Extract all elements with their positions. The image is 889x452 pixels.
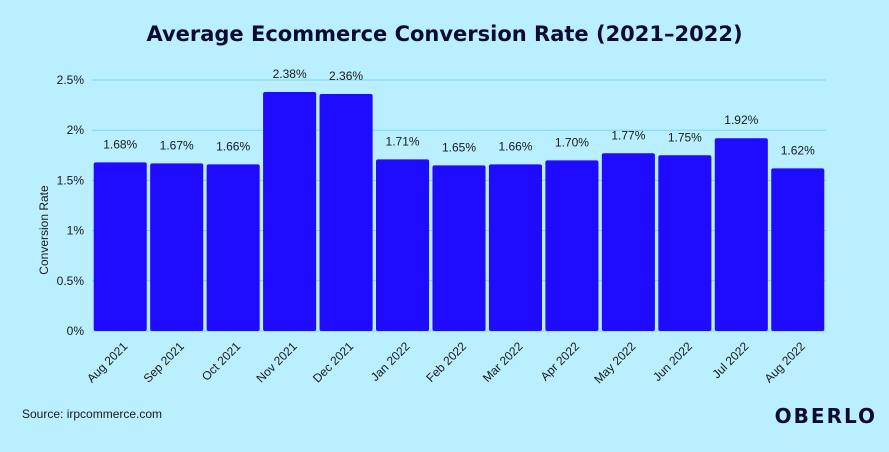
y-tick-label: 1.5% xyxy=(57,173,85,187)
data-label: 1.62% xyxy=(781,143,815,157)
data-label: 1.67% xyxy=(160,138,194,152)
bar xyxy=(376,159,430,331)
oberlo-logo: OBERLO xyxy=(774,404,877,428)
x-tick-label: Jul 2022 xyxy=(709,339,751,381)
x-tick-label: Aug 2021 xyxy=(84,339,130,385)
y-axis-ticks: 0% 0.5% 1% 1.5% 2% 2.5% xyxy=(57,73,85,338)
x-tick-label: Mar 2022 xyxy=(480,339,526,385)
bar xyxy=(93,162,147,331)
x-tick-label: Jan 2022 xyxy=(368,339,413,384)
bar xyxy=(658,155,712,331)
y-tick-label: 2% xyxy=(67,123,85,137)
x-tick-label: Oct 2021 xyxy=(199,339,244,384)
data-label: 1.92% xyxy=(724,113,758,127)
bar xyxy=(488,164,542,331)
x-tick-label: May 2022 xyxy=(591,339,638,386)
bar xyxy=(771,168,825,331)
x-tick-label: Feb 2022 xyxy=(423,339,469,385)
data-label: 1.66% xyxy=(216,139,250,153)
data-label: 1.77% xyxy=(611,128,645,142)
x-tick-label: Dec 2021 xyxy=(310,339,356,385)
x-tick-label: Apr 2022 xyxy=(538,339,583,384)
bar xyxy=(319,94,373,331)
bars xyxy=(93,92,825,331)
y-tick-label: 1% xyxy=(67,224,85,238)
bar xyxy=(432,165,486,331)
bar xyxy=(206,164,260,331)
data-label: 1.71% xyxy=(386,134,420,148)
data-label: 1.65% xyxy=(442,140,476,154)
bar xyxy=(545,160,599,331)
data-label: 2.36% xyxy=(329,69,363,83)
source-note: Source: irpcommerce.com xyxy=(22,407,163,421)
y-tick-label: 0% xyxy=(67,324,85,338)
bar xyxy=(601,153,655,331)
bar xyxy=(714,138,768,331)
data-label: 1.75% xyxy=(668,130,702,144)
x-tick-label: Nov 2021 xyxy=(254,339,300,385)
data-label: 2.38% xyxy=(273,67,307,81)
x-axis-ticks: Aug 2021 Sep 2021 Oct 2021 Nov 2021 Dec 2021… xyxy=(84,339,808,386)
x-tick-label: Aug 2022 xyxy=(762,339,808,385)
bar xyxy=(150,163,204,331)
x-tick-label: Jun 2022 xyxy=(650,339,695,384)
y-tick-label: 2.5% xyxy=(57,73,85,87)
chart-title: Average Ecommerce Conversion Rate (2021–… xyxy=(146,22,743,46)
data-labels: 1.68% 1.67% 1.66% 2.38% 2.36% 1.71% 1.65% 1.66%… xyxy=(103,67,815,157)
data-label: 1.70% xyxy=(555,135,589,149)
data-label: 1.68% xyxy=(103,137,137,151)
y-tick-label: 0.5% xyxy=(57,274,85,288)
x-tick-label: Sep 2021 xyxy=(141,339,187,385)
bar xyxy=(263,92,317,331)
y-axis-label: Conversion Rate xyxy=(37,185,51,275)
data-label: 1.66% xyxy=(498,139,532,153)
